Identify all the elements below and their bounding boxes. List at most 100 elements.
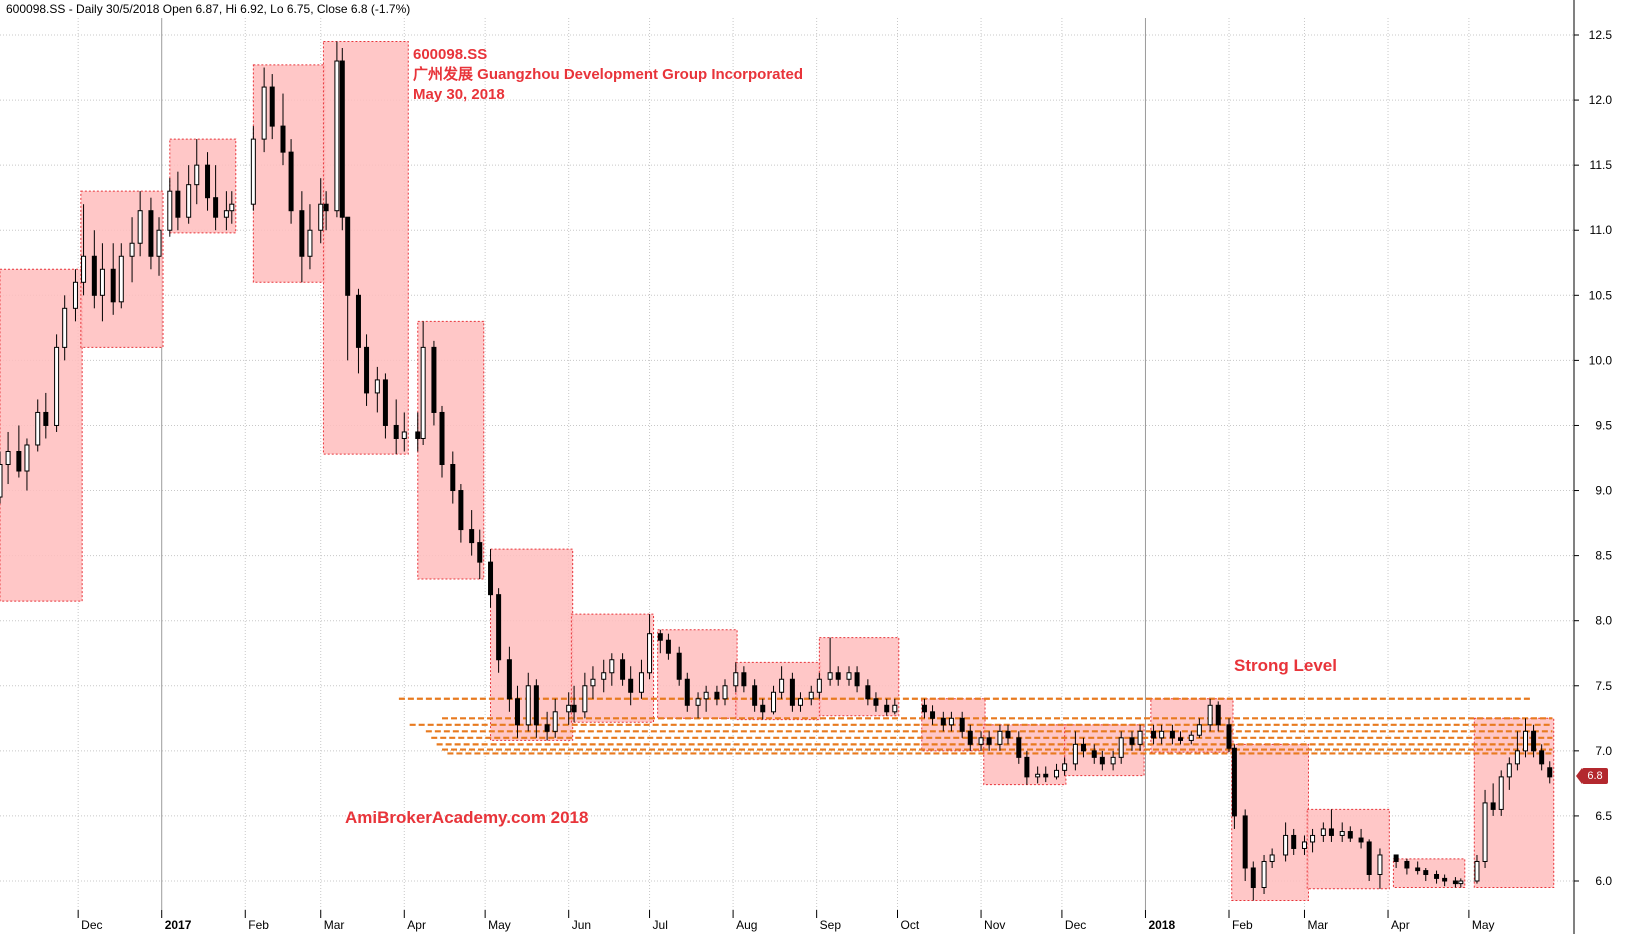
candle-body [186,184,192,218]
candle-body [566,704,572,713]
candle-body [525,685,531,726]
y-tick-label: 9.0 [1595,484,1612,498]
candle-body [752,685,758,706]
candle-body [1242,815,1248,869]
x-tick-label: Jun [572,918,591,932]
chart-header: 600098.SS - Daily 30/5/2018 Open 6.87, H… [6,2,411,16]
candle-body [393,424,399,439]
candle-body [261,86,267,140]
candle-body [1196,724,1202,736]
candle-body [0,464,3,498]
candle-body [940,717,946,726]
x-tick-label: Jul [653,918,668,932]
chart-title-block: 600098.SS 广州发展 Guangzhou Development Gro… [413,45,803,105]
candle-body [1393,854,1399,862]
candle-body [250,138,256,205]
candle-body [892,704,898,713]
candle-body [638,672,644,693]
candle-body [514,698,520,726]
candle-body [628,678,634,693]
x-tick-label: Sep [820,918,842,932]
y-tick-label: 10.5 [1589,288,1613,302]
candle-body [1110,756,1116,765]
candle-body [1434,873,1440,879]
candle-body [129,242,135,257]
candle-body [997,730,1003,745]
candle-body [364,346,370,394]
candle-body [827,672,833,680]
candle-body [1539,750,1545,765]
candle-body [1054,769,1060,778]
candle-body [582,685,588,713]
candle-body [609,659,615,674]
candle-body [477,542,483,563]
candle-body [167,190,173,231]
candle-body [137,210,143,244]
candle-body [1118,737,1124,758]
candle-body [1482,802,1488,862]
candle-body [1016,737,1022,758]
candle-body [552,711,558,732]
candle-body [722,685,728,700]
candle-body [1498,776,1504,810]
candle-body [1474,860,1480,882]
y-tick-label: 11.5 [1590,158,1613,172]
candle-body [1377,854,1383,875]
candle-body [1320,828,1326,836]
candle-body [544,724,550,732]
x-tick-label: May [488,918,511,932]
candle-body [318,203,324,231]
y-tick-label: 9.5 [1595,418,1612,432]
candle-body [382,379,388,426]
candle-body [24,444,30,472]
candle-body [1080,743,1086,752]
y-tick-label: 8.5 [1595,549,1612,563]
candle-body [194,164,200,186]
x-tick-label: Dec [1065,918,1086,932]
candle-body [1310,834,1316,843]
candle-body [1043,773,1049,778]
candle-body [703,691,709,700]
candle-body [1099,756,1105,765]
candle-body [43,411,49,426]
candle-body [684,678,690,706]
candle-body [1358,837,1364,843]
candle-body [865,685,871,700]
x-tick-label: 2018 [1148,918,1175,932]
candle-body [601,672,607,680]
candle-body [1283,834,1289,856]
candle-body [72,281,78,309]
candle-body [488,561,494,596]
x-tick-label: Nov [984,918,1005,932]
candle-body [760,704,766,713]
candle-body [1442,877,1448,882]
candle-body [1250,867,1256,889]
candle-body [415,431,421,439]
candle-body [921,704,927,713]
candle-body [1506,763,1512,778]
candle-body [1423,870,1429,875]
x-tick-label: May [1472,918,1495,932]
candle-body [533,685,539,726]
candle-body [647,633,653,674]
monthly-range-box [735,661,822,721]
candle-body [1226,724,1232,749]
candle-body [959,717,965,732]
candle-body [835,672,841,680]
candle-body [1458,880,1464,885]
candle-body [1522,730,1528,752]
candle-body [1129,737,1135,745]
candle-body [846,672,852,680]
x-tick-label: Apr [407,918,426,932]
candle-body [439,411,445,466]
candle-body [816,678,822,693]
candle-body [496,594,502,661]
y-tick-label: 8.0 [1595,614,1612,628]
candle-body [1347,831,1353,839]
candle-body [288,151,294,212]
candle-body [1062,763,1068,771]
x-tick-label: Feb [1232,918,1253,932]
candle-body [1159,730,1165,739]
candle-body [1269,854,1275,862]
candle-body [1035,773,1041,778]
